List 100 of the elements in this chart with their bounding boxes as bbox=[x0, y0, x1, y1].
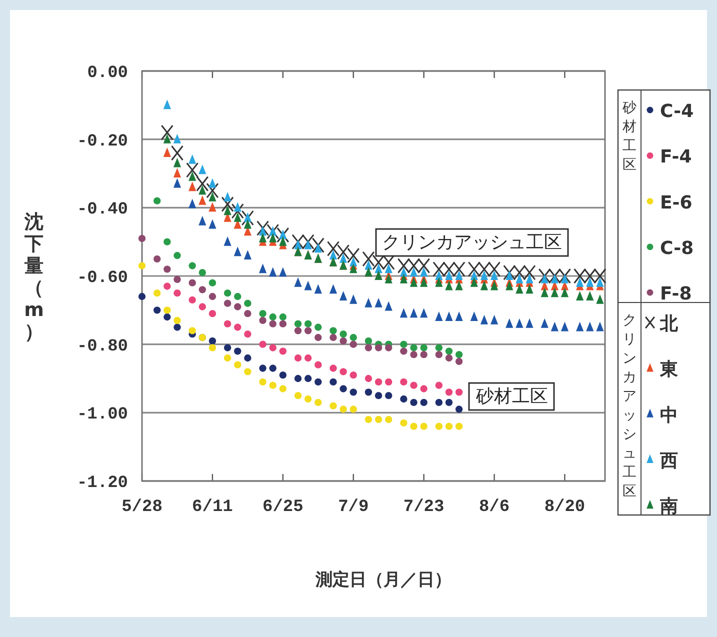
y-tick-label: -0.60 bbox=[76, 269, 128, 288]
point bbox=[478, 261, 490, 277]
point bbox=[384, 274, 392, 284]
point bbox=[410, 422, 418, 430]
point bbox=[138, 292, 146, 300]
point bbox=[294, 320, 302, 328]
point bbox=[173, 178, 182, 188]
point bbox=[326, 240, 340, 256]
point bbox=[244, 300, 252, 307]
point bbox=[410, 267, 418, 277]
point bbox=[154, 197, 161, 204]
point bbox=[279, 236, 287, 246]
point bbox=[279, 385, 287, 392]
point bbox=[340, 406, 347, 413]
point bbox=[188, 198, 196, 208]
x-tick-label: 8/20 bbox=[544, 498, 586, 517]
point bbox=[470, 270, 478, 280]
point bbox=[269, 382, 276, 389]
point bbox=[224, 236, 232, 246]
point bbox=[208, 292, 216, 300]
point bbox=[294, 354, 302, 362]
point bbox=[304, 327, 312, 334]
point bbox=[445, 388, 453, 396]
point bbox=[173, 134, 182, 144]
point bbox=[340, 337, 347, 345]
point bbox=[560, 274, 569, 284]
point bbox=[480, 270, 488, 280]
point bbox=[490, 314, 498, 324]
legend-label: C-4 bbox=[660, 101, 694, 122]
point bbox=[442, 261, 456, 277]
point bbox=[196, 176, 209, 192]
point bbox=[154, 306, 161, 314]
legend-label: C-8 bbox=[660, 238, 694, 259]
point bbox=[560, 288, 569, 298]
legend-label: 北 bbox=[659, 314, 679, 334]
point bbox=[374, 378, 382, 386]
point bbox=[279, 348, 287, 355]
point bbox=[576, 291, 584, 300]
point bbox=[304, 240, 312, 250]
point bbox=[173, 158, 182, 168]
y-tick-label: -0.40 bbox=[76, 200, 128, 220]
point bbox=[314, 398, 322, 406]
point bbox=[188, 279, 196, 286]
point bbox=[420, 385, 428, 392]
point bbox=[314, 378, 322, 386]
point bbox=[384, 264, 392, 274]
point bbox=[364, 260, 372, 270]
point bbox=[186, 162, 199, 178]
point bbox=[234, 292, 242, 300]
point bbox=[174, 289, 181, 297]
point bbox=[445, 422, 453, 430]
point bbox=[445, 280, 453, 290]
point bbox=[385, 392, 392, 400]
x-tick-label: 7/23 bbox=[403, 498, 444, 517]
point bbox=[208, 192, 216, 202]
point bbox=[340, 368, 347, 376]
point bbox=[455, 388, 463, 396]
annotation: クリンカアッシュ工区 bbox=[382, 232, 562, 253]
point bbox=[206, 182, 219, 198]
point bbox=[304, 354, 312, 362]
point bbox=[397, 258, 410, 274]
point bbox=[418, 258, 430, 274]
legend-label: F-8 bbox=[660, 284, 692, 304]
point bbox=[435, 350, 443, 358]
y-tick-label: -0.20 bbox=[76, 132, 128, 152]
point bbox=[410, 382, 418, 389]
point bbox=[244, 219, 252, 229]
point bbox=[340, 385, 347, 392]
point bbox=[503, 264, 516, 280]
point bbox=[208, 202, 216, 212]
point bbox=[269, 320, 276, 328]
point bbox=[330, 402, 337, 410]
point bbox=[294, 374, 302, 382]
point bbox=[279, 267, 287, 277]
point bbox=[198, 286, 206, 294]
point bbox=[244, 310, 252, 318]
point bbox=[224, 206, 232, 216]
point bbox=[455, 422, 463, 430]
point bbox=[340, 291, 348, 300]
point bbox=[548, 268, 561, 284]
point bbox=[364, 416, 372, 424]
point bbox=[188, 182, 196, 192]
point bbox=[420, 267, 428, 277]
point bbox=[224, 344, 232, 352]
point bbox=[420, 422, 428, 430]
x-tick-label: 8/6 bbox=[478, 498, 510, 517]
point bbox=[154, 255, 161, 263]
point bbox=[350, 256, 358, 266]
point bbox=[574, 268, 586, 284]
legend-label: E-6 bbox=[660, 192, 692, 214]
point bbox=[455, 312, 463, 321]
point bbox=[408, 258, 420, 274]
point bbox=[258, 226, 267, 236]
point bbox=[384, 301, 392, 311]
point bbox=[314, 324, 322, 331]
point bbox=[258, 232, 267, 242]
point bbox=[350, 371, 357, 379]
point bbox=[208, 279, 216, 286]
point bbox=[208, 219, 216, 229]
text: クリンカアッシュ工区 bbox=[622, 312, 636, 500]
